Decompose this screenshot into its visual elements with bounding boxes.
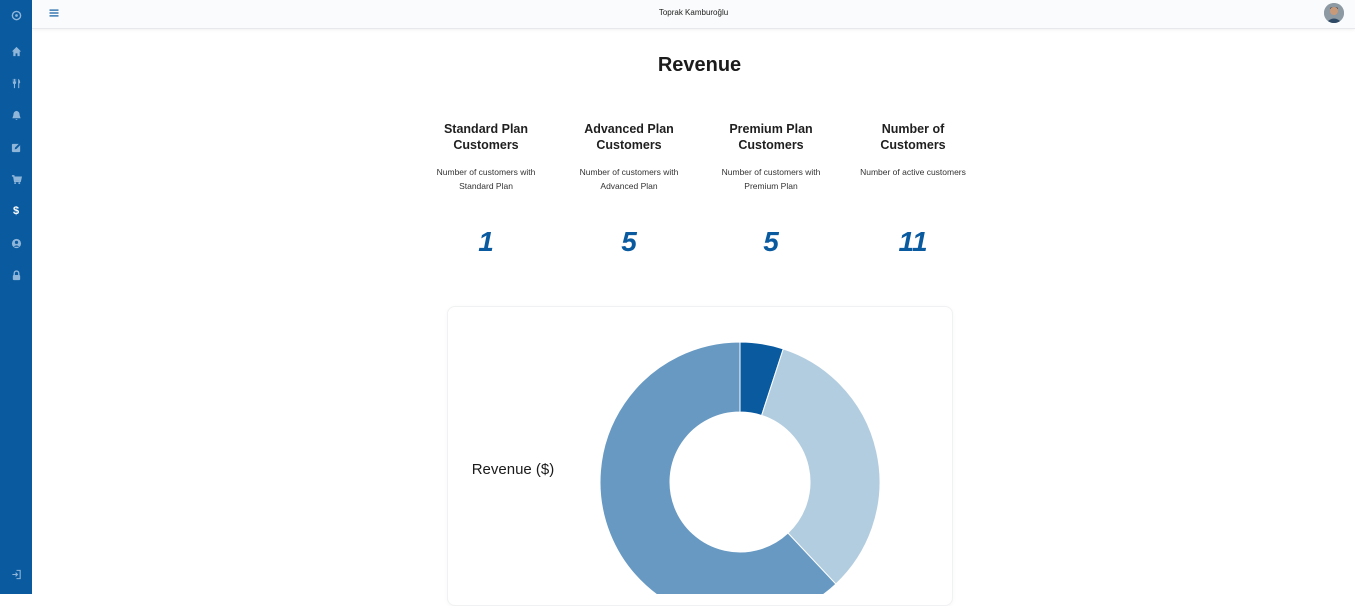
stat-title: Advanced Plan Customers bbox=[584, 122, 674, 152]
stat-value-customers: 11 bbox=[898, 226, 928, 257]
stat-number-of-customers: Number of Customers Number of active cus… bbox=[848, 121, 978, 179]
stat-advanced-plan: Advanced Plan Customers Number of custom… bbox=[564, 121, 694, 193]
dollar-label: $ bbox=[12, 205, 20, 217]
stat-value-standard: 1 bbox=[478, 226, 494, 257]
stat-description: Number of customers with Standard Plan bbox=[436, 167, 536, 191]
stat-value-premium: 5 bbox=[763, 226, 779, 257]
stat-standard-plan: Standard Plan Customers Number of custom… bbox=[421, 121, 551, 193]
user-avatar[interactable] bbox=[1324, 3, 1344, 23]
cart-icon[interactable] bbox=[8, 171, 24, 187]
logout-icon[interactable] bbox=[8, 566, 24, 582]
hamburger-menu-icon[interactable] bbox=[48, 6, 60, 18]
username: Toprak Kamburoğlu bbox=[658, 8, 729, 17]
stat-description: Number of customers with Advanced Plan bbox=[579, 167, 679, 191]
donut-slice-premium-plan[interactable] bbox=[599, 341, 837, 594]
stat-title: Premium Plan Customers bbox=[729, 122, 813, 152]
home-icon[interactable] bbox=[8, 43, 24, 59]
stat-premium-plan: Premium Plan Customers Number of custome… bbox=[706, 121, 836, 193]
stat-description: Number of customers with Premium Plan bbox=[721, 167, 821, 191]
edit-icon[interactable] bbox=[8, 139, 24, 155]
stat-description: Number of active customers bbox=[860, 167, 966, 177]
page-title: Revenue bbox=[657, 54, 742, 76]
logo-icon[interactable] bbox=[8, 7, 24, 23]
chart-title: Revenue ($) bbox=[471, 461, 555, 478]
bell-icon[interactable] bbox=[8, 107, 24, 123]
lock-icon[interactable] bbox=[8, 267, 24, 283]
user-circle-icon[interactable] bbox=[8, 235, 24, 251]
top-bar: Toprak Kamburoğlu bbox=[32, 0, 1355, 29]
stat-title: Number of Customers bbox=[880, 122, 946, 152]
stat-value-advanced: 5 bbox=[621, 226, 637, 257]
sidebar: $ bbox=[0, 0, 32, 594]
revenue-donut-chart bbox=[599, 341, 881, 594]
dollar-icon[interactable]: $ bbox=[8, 203, 24, 219]
utensils-icon[interactable] bbox=[8, 75, 24, 91]
stat-title: Standard Plan Customers bbox=[443, 122, 529, 152]
donut-slice-advanced-plan[interactable] bbox=[761, 348, 881, 585]
